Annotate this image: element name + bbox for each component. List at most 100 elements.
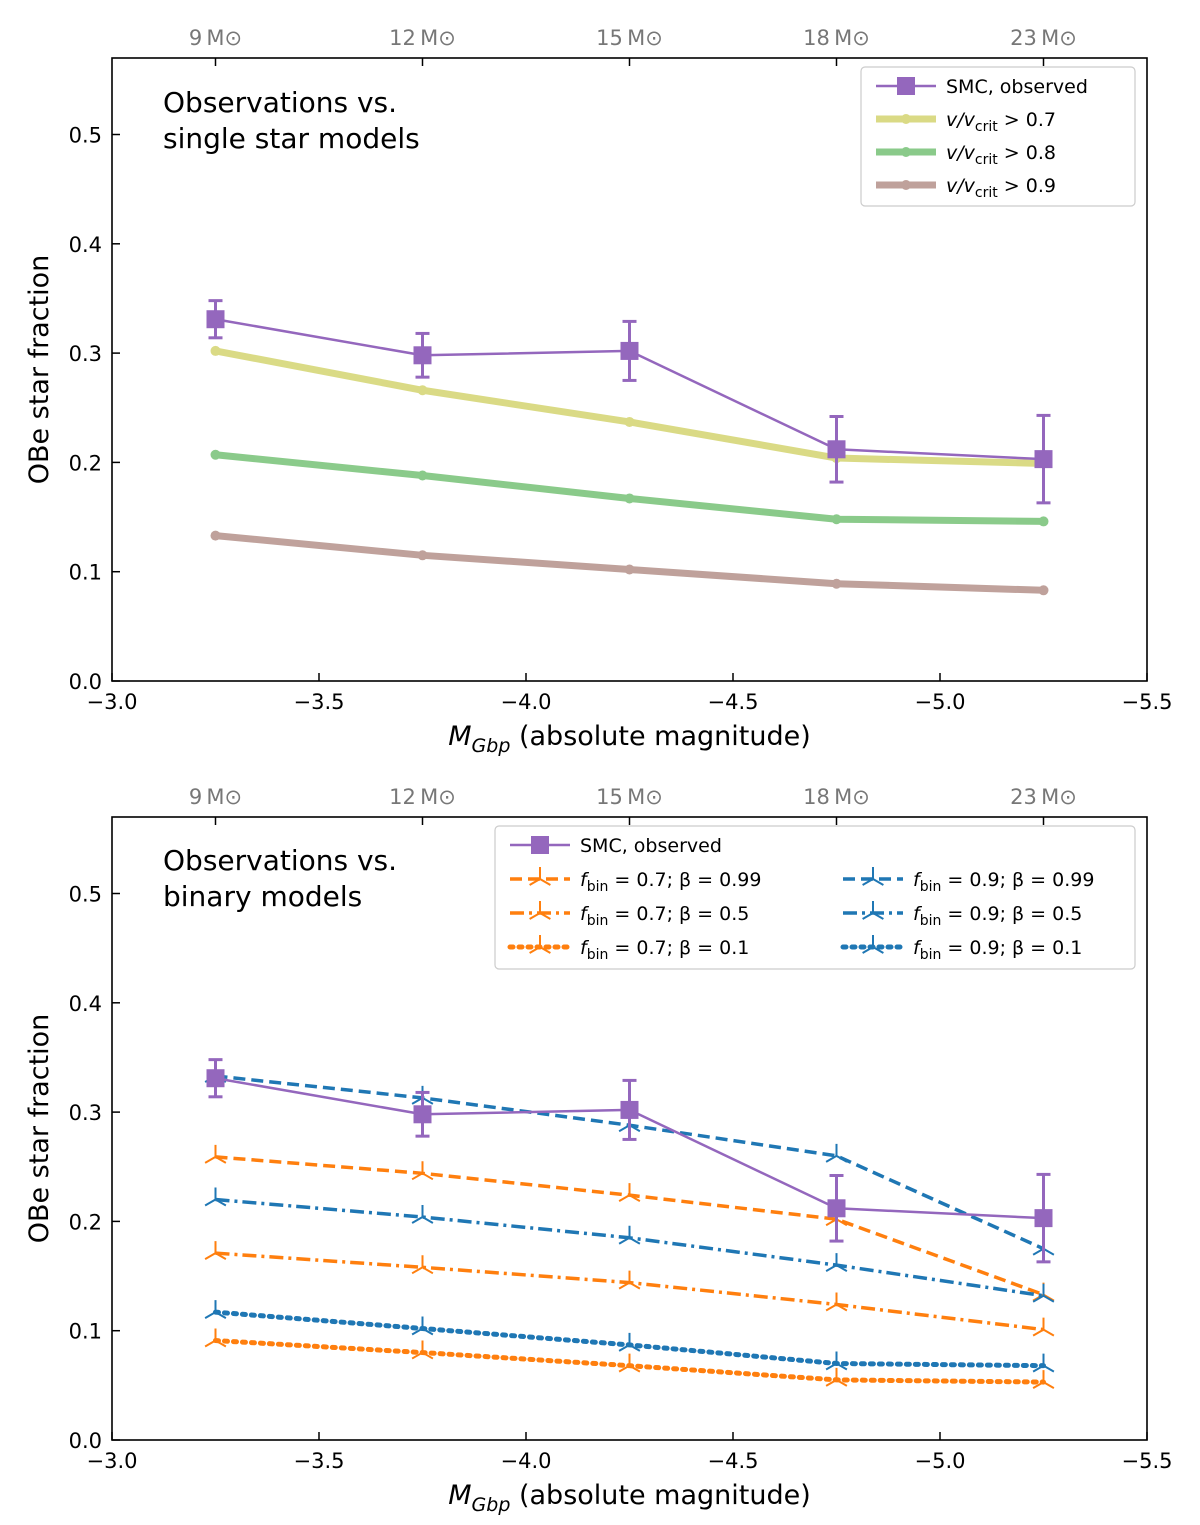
y-tick-label: 0.5 [69,883,102,907]
legend-label: SMC, observed [946,76,1088,98]
data-point [620,341,639,360]
legend-label-subscript: crit [975,185,998,201]
legend-label: fbin = 0.7; β = 0.1 [580,937,749,963]
legend-entry: v/vcrit > 0.9 [876,175,1056,201]
data-point [831,514,842,525]
top-tick-label: 15 M⊙ [596,26,663,50]
top-tick-label: 9 M⊙ [189,26,242,50]
series-3 [210,449,1049,527]
legend-entry: SMC, observed [510,835,722,857]
x-tick-label: −3.0 [87,690,138,714]
x-tick-label: −4.5 [708,1449,759,1473]
x-tick-label: −5.5 [1122,1449,1173,1473]
legend-label-rest: = 0.9; β = 0.1 [941,937,1082,959]
legend-label: fbin = 0.7; β = 0.5 [580,903,749,929]
top-tick-label: 18 M⊙ [803,26,870,50]
series-6 [204,1187,1055,1303]
x-tick-label: −4.5 [708,690,759,714]
x-axis-label-subscript: Gbp [472,1494,511,1516]
legend-label-subscript: bin [920,913,942,929]
data-point [1034,450,1053,469]
x-axis-label: MGbp (absolute magnitude) [448,721,811,757]
y-tick-label: 0.0 [69,670,102,694]
data-point [210,345,221,356]
data-point [417,550,428,561]
legend-label-main: f [913,869,923,891]
legend-entry: fbin = 0.9; β = 0.1 [840,935,1082,963]
y-tick-label: 0.4 [69,992,102,1016]
data-point [825,1351,848,1371]
legend-box [494,825,1136,970]
legend-label: fbin = 0.7; β = 0.99 [580,869,761,895]
series-3 [204,1241,1055,1337]
legend-label-main: f [580,869,590,891]
legend-label-subscript: crit [975,152,998,168]
chart-panel-1: −3.0 −3.5 −4.0 −4.5 −5.0 −5.5 0.0 0.1 0.2 0.3 0.4 0… [24,26,1173,757]
legend-label-rest: = 0.7; β = 0.1 [608,937,749,959]
series-line [215,451,1044,525]
legend-label: v/vcrit > 0.8 [946,142,1056,168]
legend-label-subscript: bin [587,913,609,929]
y-tick-label: 0.3 [69,1101,102,1125]
data-point [620,1100,639,1119]
data-point [831,578,842,589]
data-point [210,449,221,460]
legend-swatch [843,901,903,920]
data-point [411,1205,434,1224]
top-tick-label: 12 M⊙ [389,785,456,809]
data-point [624,416,635,427]
legend-marker [862,935,884,954]
data-point [411,1340,434,1360]
y-tick-label: 0.1 [69,1320,102,1344]
legend-label-main: f [580,937,590,959]
legend-swatch [876,180,936,190]
legend-swatch [843,867,903,886]
data-point [1032,1317,1055,1337]
x-tick-label: −4.0 [501,690,552,714]
legend-label: fbin = 0.9; β = 0.1 [913,937,1082,963]
data-point [210,530,221,541]
x-axis-label-subscript: Gbp [472,735,511,757]
legend-box [860,66,1136,207]
x-axis-label-text: (absolute magnitude) [510,1480,810,1511]
legend-marker [862,901,884,920]
legend-label-main: v/v [946,109,976,131]
x-tick-label: −3.5 [294,690,345,714]
data-point [1032,1283,1055,1303]
data-point [618,1353,641,1373]
legend-entry: fbin = 0.7; β = 0.99 [510,867,761,895]
x-axis-label-symbol: M [448,721,471,752]
data-point [417,470,428,481]
top-tick-label: 23 M⊙ [1010,26,1077,50]
data-point [618,1332,641,1352]
x-axis-label-text: (absolute magnitude) [510,721,810,752]
legend-label: v/vcrit > 0.9 [946,175,1056,201]
data-point [1032,1353,1055,1373]
x-axis-label: MGbp (absolute magnitude) [448,1480,811,1516]
legend-swatch [876,77,936,95]
legend-swatch [840,935,906,954]
y-tick-label: 0.2 [69,1210,102,1234]
data-point [825,1143,848,1163]
x-tick-label: −4.0 [501,1449,552,1473]
data-point [204,1241,227,1260]
legend-swatch [876,147,936,157]
legend-label: fbin = 0.9; β = 0.99 [913,869,1094,895]
annotation-line-2: single star models [163,122,420,155]
data-point [827,1199,846,1218]
data-point [825,1367,848,1387]
annotation-line-2: binary models [163,880,362,913]
legend-label-main: v/v [946,142,976,164]
y-tick-label: 0.3 [69,342,102,366]
y-tick-label: 0.2 [69,451,102,475]
data-point [618,1183,641,1203]
legend-swatch [510,836,570,854]
top-tick-label: 18 M⊙ [803,785,870,809]
data-point [206,1069,225,1088]
legend-entry: fbin = 0.9; β = 0.99 [843,867,1094,895]
top-tick-label: 23 M⊙ [1010,785,1077,809]
series-1 [206,1058,1053,1264]
data-point [825,1292,848,1312]
y-tick-label: 0.0 [69,1429,102,1453]
